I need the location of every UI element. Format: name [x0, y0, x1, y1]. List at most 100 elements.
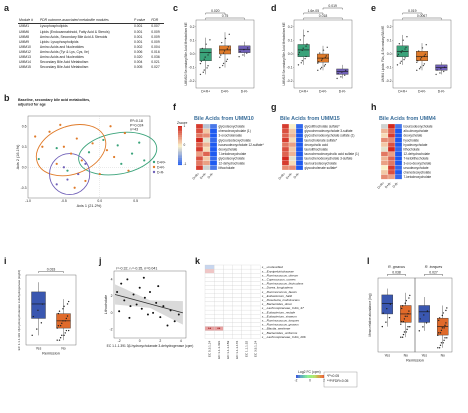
jitter-point [419, 318, 421, 320]
y-tick-label: 0.0 [387, 52, 392, 56]
jitter-point [396, 64, 399, 66]
heatmap-cell [223, 285, 233, 290]
panel-label-d: d [271, 3, 277, 13]
jitter-point [442, 342, 444, 344]
box-body [381, 294, 393, 315]
scatter-point [105, 149, 109, 152]
table-cell: Amino Acids (Tyr & Lys, Cys, Ile) [39, 49, 89, 54]
table-cell: 0.036 [151, 54, 160, 59]
jitter-point [204, 56, 206, 58]
jitter-point [324, 63, 327, 66]
table-cell: 0.007 [151, 24, 160, 29]
heatmap-cell [204, 318, 215, 323]
scatter-point [84, 162, 87, 165]
jitter-point [386, 308, 388, 310]
colorbar-step [178, 126, 182, 128]
jitter-point [323, 65, 326, 67]
heatmap-cell [241, 326, 252, 331]
colorbar-step [178, 146, 182, 149]
table-row: UMM1 Lysophospholipids 0.001 0.007 [18, 24, 164, 30]
jitter-point [59, 324, 62, 327]
colorbar-step [304, 375, 306, 378]
jitter-point [409, 294, 411, 297]
jitter-point [203, 58, 205, 60]
x-axis-label: Axis 1 (21.2%) [77, 204, 102, 208]
scatter-point [98, 172, 101, 176]
jitter-point [207, 65, 209, 67]
jitter-point [400, 51, 402, 54]
heatmap-cell [214, 273, 224, 278]
jitter-point [401, 305, 404, 307]
x-tick-label: 0.5 [133, 199, 138, 203]
jitter-point [59, 337, 62, 339]
p-value-label: 0.0067 [417, 14, 427, 18]
jitter-point [400, 60, 402, 63]
enzyme-label: EC 3.5.1.24 [254, 341, 258, 358]
heatmap-cell [250, 264, 261, 270]
jitter-point [63, 334, 65, 337]
jitter-point [423, 314, 425, 316]
scatter-point [120, 162, 123, 165]
y-tick-label: -0.2 [189, 79, 195, 83]
heatmap-row-label: glycocholenate sulfate* [305, 166, 339, 170]
jitter-point [437, 347, 439, 349]
y-tick-label: 4 [111, 277, 113, 281]
table-cell: UMM14 [19, 60, 31, 65]
jitter-point [62, 308, 64, 310]
heatmap-cell [209, 165, 218, 171]
group-ellipse [35, 124, 107, 177]
heatmap-col-label: D+R+ [191, 172, 200, 181]
jitter-point [444, 324, 446, 327]
jitter-point [440, 329, 443, 332]
table-cell: 0.009 [151, 34, 160, 39]
enzyme-label: EC 1.1.1.176 [235, 341, 239, 359]
box-body [416, 51, 429, 61]
heatmap-cell [223, 314, 233, 319]
table-cell: 0.001 [133, 29, 143, 34]
y-tick-label: 0.2 [288, 25, 293, 29]
jitter-point [397, 53, 400, 56]
heatmap-cell [232, 322, 242, 327]
jitter-point [318, 52, 321, 54]
heatmap-cell [223, 305, 233, 311]
taxon-label: s__unclassified [262, 265, 283, 269]
heatmap-row-label: 7-ketodeoxycholate [404, 175, 432, 179]
jitter-point [226, 48, 229, 50]
heatmap-h-title: Bile Acids from UMM4 [379, 116, 436, 122]
jitter-point [405, 46, 407, 48]
heatmap-row-label: glycodeoxycholate [219, 124, 245, 128]
jitter-point [205, 43, 207, 45]
jitter-point [199, 62, 202, 65]
jitter-point [57, 312, 60, 315]
jitter-point [226, 58, 229, 60]
x-axis-label: Remission [42, 352, 60, 356]
colorbar-step [178, 133, 182, 136]
jitter-point [435, 73, 437, 76]
jitter-point [336, 77, 338, 80]
y-tick-label: -0.1 [287, 66, 293, 70]
legend-label: D+R+ [157, 160, 166, 164]
heatmap-row-label: lithocholate [219, 166, 235, 170]
jitter-point [446, 307, 448, 309]
jitter-point [405, 299, 407, 302]
x-tick-label: 0.0 [97, 199, 102, 203]
jitter-point [36, 328, 38, 330]
jitter-point [304, 57, 306, 60]
jitter-point [299, 39, 302, 41]
legend-label: D-R- [157, 170, 164, 174]
y-tick-label: 0.1 [190, 38, 195, 42]
enzyme-label: EC 5.3.1.24 [208, 341, 212, 358]
jitter-point [305, 55, 307, 58]
jitter-point [402, 333, 405, 336]
scatter-point [84, 179, 87, 183]
jitter-point [31, 334, 33, 337]
heatmap-cell [250, 285, 261, 290]
jitter-point [62, 320, 64, 322]
table-header-cell: PDR outcome-associated metabolite module… [38, 18, 133, 25]
table-cell: UMM1 [19, 24, 29, 29]
significance-bracket [205, 17, 245, 20]
jitter-point [238, 56, 240, 58]
significance-bracket [38, 271, 64, 273]
